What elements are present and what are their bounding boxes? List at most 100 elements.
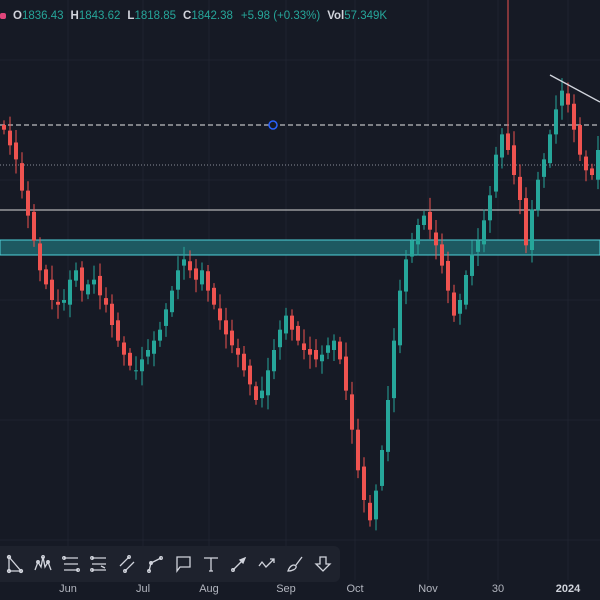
candle	[458, 293, 462, 325]
forecast-icon[interactable]	[256, 551, 277, 577]
ohlc-legend: O 1836.43 H 1843.62 L 1818.85 C 1842.38 +5.9…	[0, 6, 387, 26]
candle	[242, 345, 246, 377]
candle	[68, 270, 72, 318]
candle-body	[392, 340, 396, 399]
high-label: H	[70, 10, 79, 22]
candle-body	[248, 365, 252, 385]
candle	[38, 237, 42, 282]
candle	[590, 163, 594, 180]
candle-body	[260, 390, 264, 399]
candle-body	[368, 502, 372, 521]
candle-body	[164, 309, 168, 326]
candle	[62, 289, 66, 311]
candle	[410, 232, 414, 263]
candle-body	[482, 220, 486, 245]
fib-retracement-icon[interactable]	[60, 551, 81, 577]
brush-icon[interactable]	[284, 551, 305, 577]
support-zone[interactable]	[0, 239, 600, 256]
candle	[380, 445, 384, 491]
candle	[230, 319, 234, 354]
candle	[50, 265, 54, 310]
candle	[596, 135, 600, 190]
symbol-marker-icon	[0, 13, 6, 19]
candle	[488, 185, 492, 233]
candle	[266, 357, 270, 410]
candle-body	[290, 315, 294, 330]
candle	[578, 117, 582, 161]
candle-body	[572, 103, 576, 130]
candle	[140, 346, 144, 386]
arrow-down-icon[interactable]	[312, 551, 333, 577]
candles	[2, 0, 600, 531]
candle-body	[428, 211, 432, 230]
candle-body	[410, 240, 414, 257]
candle	[218, 294, 222, 330]
time-label-2024: 2024	[555, 583, 581, 595]
fib-extension-icon[interactable]	[88, 551, 109, 577]
candle-body	[446, 260, 450, 291]
candle	[560, 78, 564, 120]
candle-body	[242, 353, 246, 371]
candle-body	[560, 90, 564, 106]
candle	[260, 376, 264, 408]
head-shoulders-icon[interactable]	[32, 551, 53, 577]
triangle-pattern-icon[interactable]	[4, 551, 25, 577]
candle	[44, 264, 48, 290]
candle-body	[80, 267, 84, 291]
line-anchor-handle[interactable]	[268, 120, 278, 130]
candle	[506, 0, 510, 155]
candle	[512, 131, 516, 185]
candle	[278, 320, 282, 360]
candle	[482, 209, 486, 253]
candle-body	[236, 348, 240, 355]
candle-body	[200, 270, 204, 285]
candle	[416, 218, 420, 256]
candle-body	[110, 303, 114, 325]
candle-body	[302, 343, 306, 350]
path-icon[interactable]	[144, 551, 165, 577]
candle	[470, 240, 474, 286]
candle	[92, 265, 96, 294]
candle	[404, 250, 408, 305]
candle-body	[32, 211, 36, 241]
candle	[428, 197, 432, 240]
candle	[434, 220, 438, 260]
candle	[302, 329, 306, 360]
candle	[536, 171, 540, 217]
text-icon[interactable]	[200, 551, 221, 577]
candle-body	[332, 340, 336, 350]
candle	[500, 128, 504, 169]
candle	[314, 339, 318, 368]
time-label-sep: Sep	[276, 583, 296, 595]
time-label-aug: Aug	[199, 583, 219, 595]
candle	[56, 289, 60, 319]
callout-icon[interactable]	[172, 551, 193, 577]
candle	[290, 309, 294, 341]
candle	[554, 95, 558, 144]
candle-body	[86, 284, 90, 295]
candle	[392, 328, 396, 413]
trend-line[interactable]	[549, 74, 600, 103]
candle-body	[488, 195, 492, 221]
low-value: 1818.85	[134, 10, 177, 22]
candle-body	[170, 290, 174, 313]
candle-body	[536, 179, 540, 211]
candle	[224, 307, 228, 349]
candle-body	[416, 225, 420, 245]
candle	[194, 259, 198, 293]
arrow-icon[interactable]	[228, 551, 249, 577]
candle-body	[56, 301, 60, 305]
candle	[20, 152, 24, 199]
candle	[446, 251, 450, 304]
candle-body	[398, 290, 402, 346]
candle-body	[206, 271, 210, 291]
time-label-jul: Jul	[135, 583, 151, 595]
candle-body	[314, 350, 318, 360]
candle-body	[104, 298, 108, 305]
candle	[284, 307, 288, 340]
candle-body	[422, 215, 426, 225]
candle-body	[152, 340, 156, 354]
parallel-channel-icon[interactable]	[116, 551, 137, 577]
close-label: C	[183, 10, 192, 22]
